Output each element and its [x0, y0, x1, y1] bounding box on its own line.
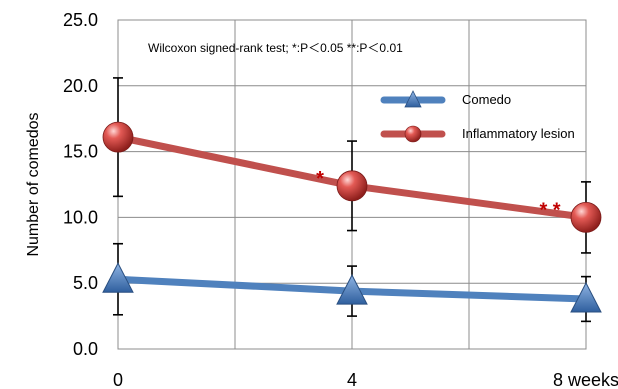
inflammatory-point [336, 170, 368, 202]
legend-sphere-icon [404, 125, 422, 143]
significance-mark: * [316, 168, 324, 190]
significance-mark: * * [539, 199, 560, 221]
x-tick-label: 8 weeks [553, 370, 618, 389]
inflammatory-point [570, 201, 602, 233]
y-tick-label: 25.0 [63, 10, 98, 30]
y-tick-label: 10.0 [63, 207, 98, 227]
inflammatory-point [102, 121, 134, 153]
comedo-point [570, 281, 602, 313]
x-tick-label: 4 [347, 370, 357, 389]
stat-annotation: Wilcoxon signed-rank test; *:P＜0.05 **:P… [148, 41, 403, 55]
y-tick-label: 20.0 [63, 76, 98, 96]
y-tick-label: 0.0 [73, 339, 98, 359]
y-tick-label: 5.0 [73, 273, 98, 293]
legend-label: Comedo [462, 92, 511, 107]
legend-label: Inflammatory lesion [462, 126, 575, 141]
legend-triangle-icon [404, 90, 422, 108]
comedo-point [336, 274, 368, 305]
y-tick-label: 15.0 [63, 142, 98, 162]
y-axis-label: Number of comedos [25, 112, 42, 256]
comedo-point [102, 262, 134, 293]
x-tick-label: 0 [113, 370, 123, 389]
